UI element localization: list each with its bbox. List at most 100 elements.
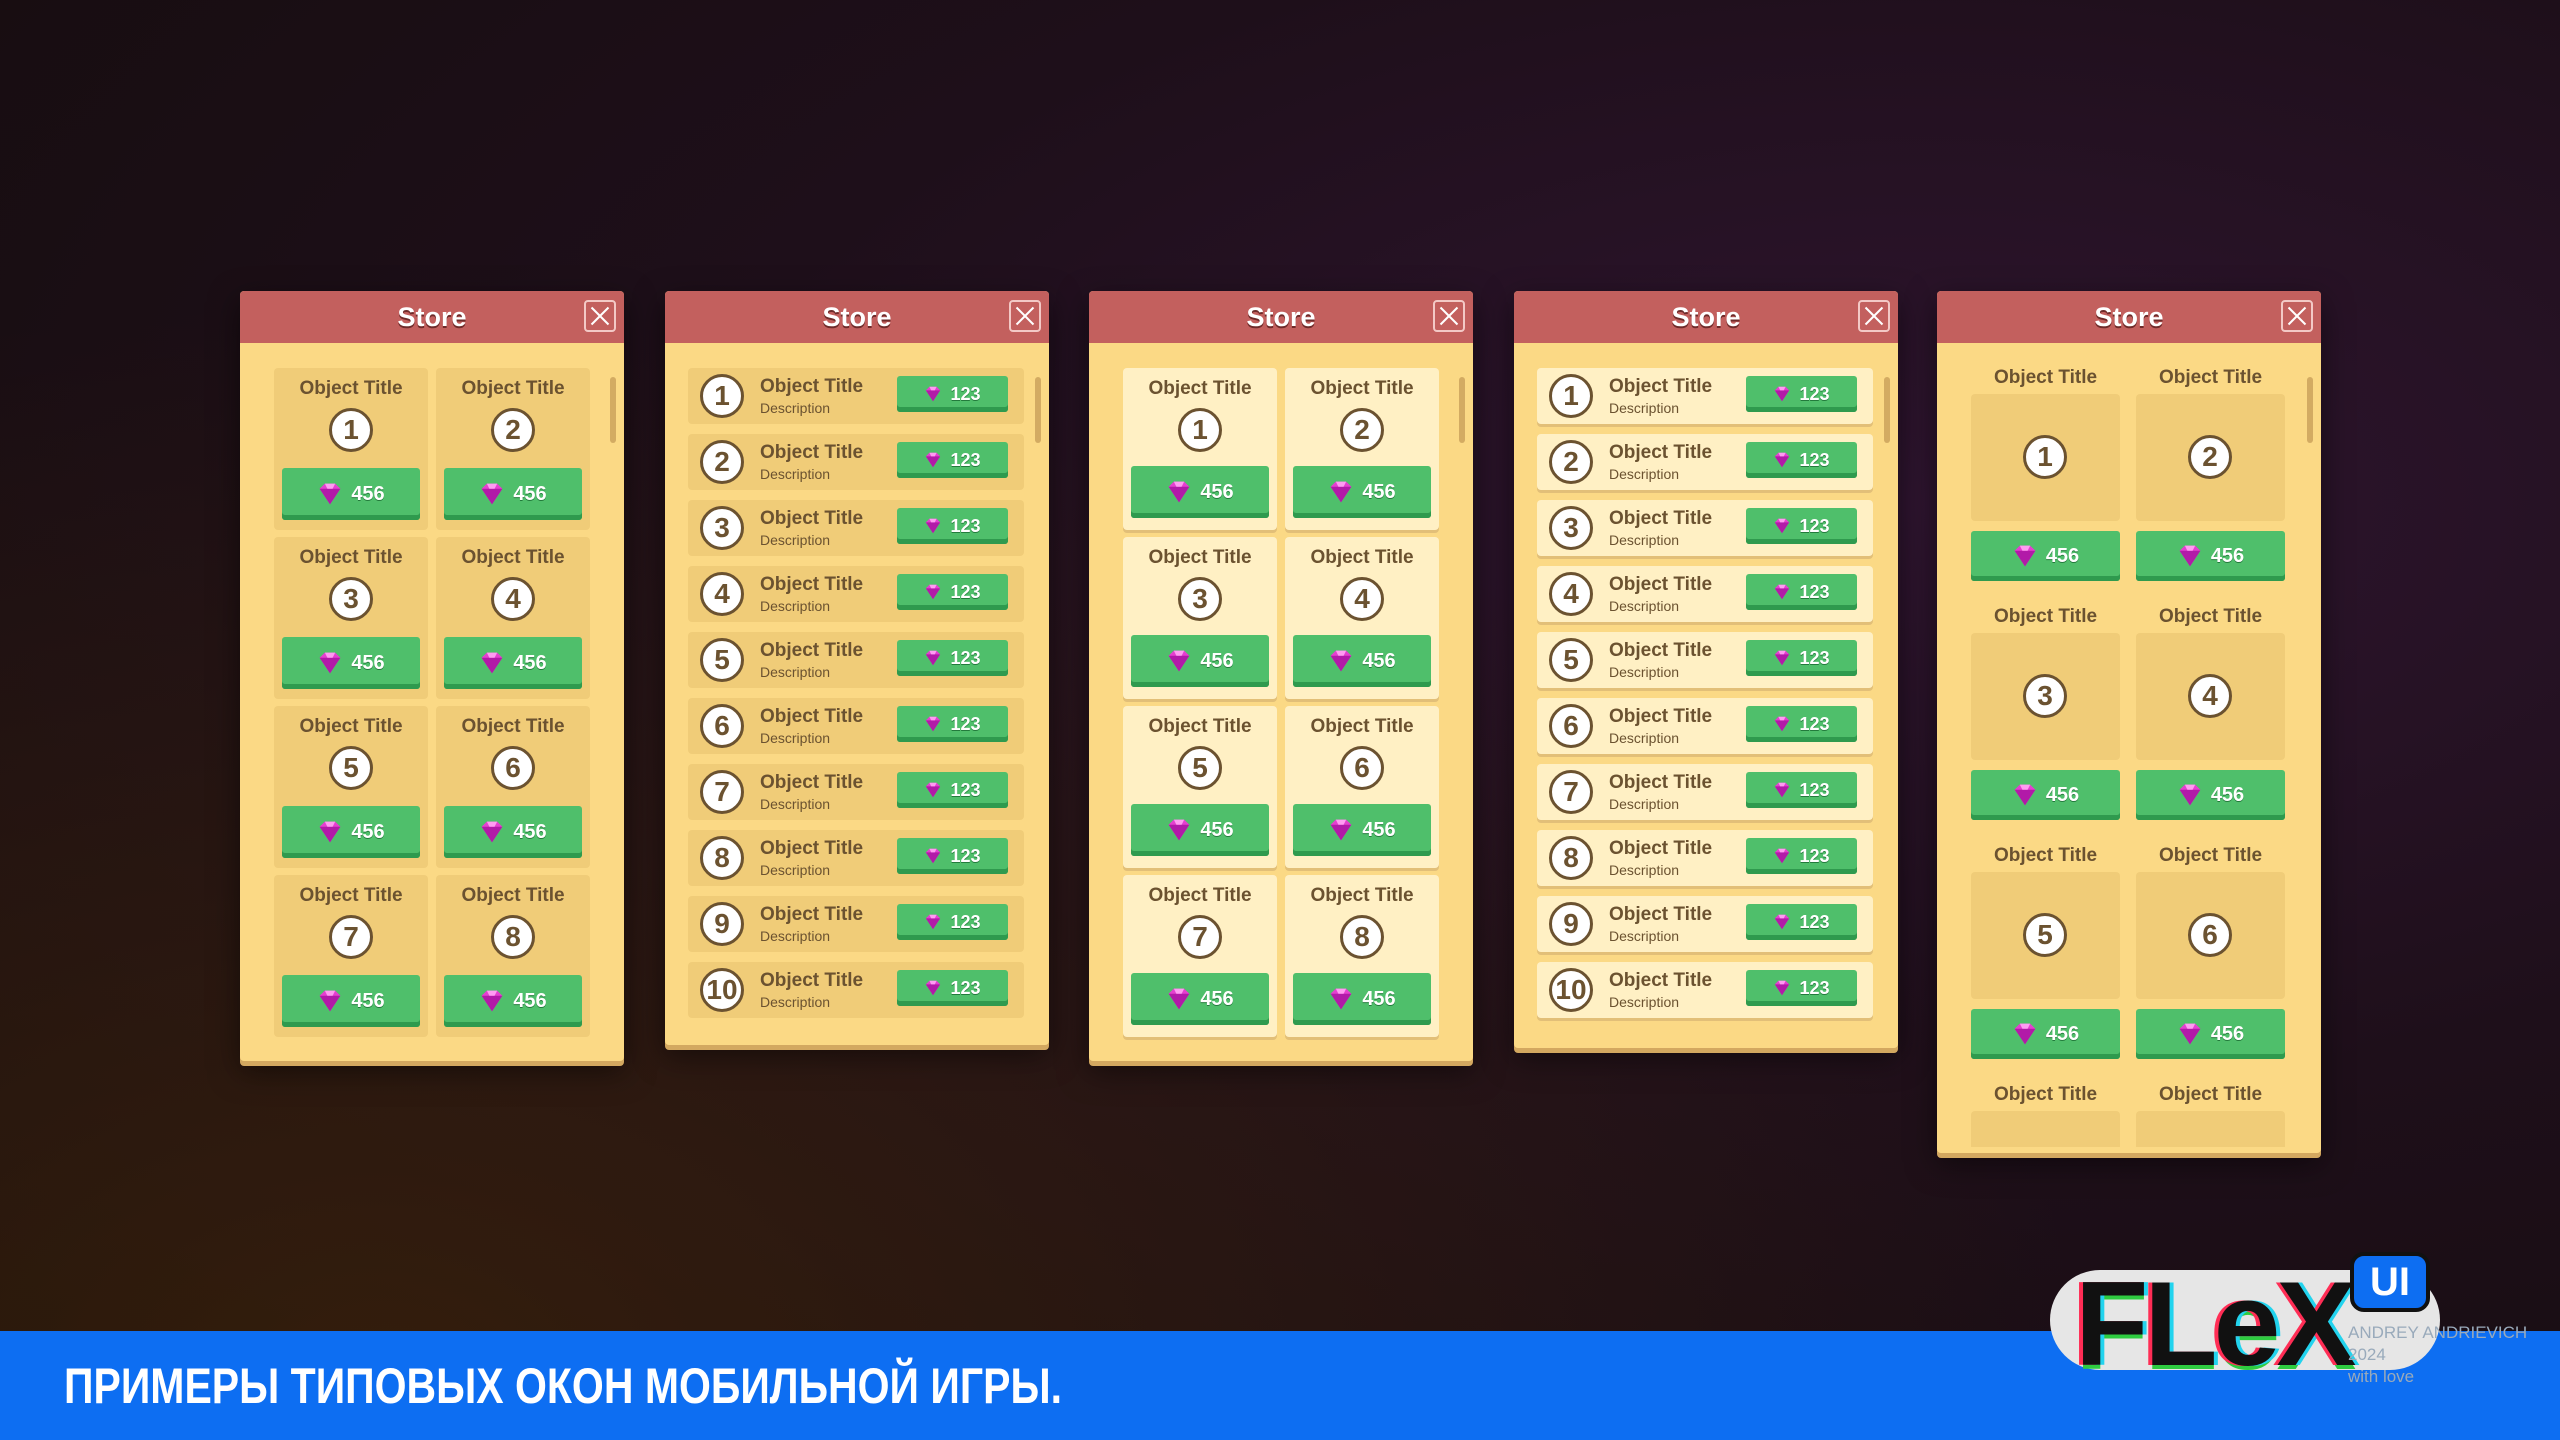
buy-button[interactable]: 456 bbox=[1293, 466, 1431, 518]
item-number: 5 bbox=[2023, 913, 2067, 957]
buy-button[interactable]: 456 bbox=[2136, 1009, 2285, 1059]
price: 456 bbox=[1200, 649, 1234, 672]
close-button[interactable] bbox=[584, 300, 616, 332]
item-number: 4 bbox=[1340, 577, 1384, 621]
buy-button[interactable]: 123 bbox=[897, 442, 1008, 478]
gem-icon bbox=[1775, 584, 1790, 600]
buy-button[interactable]: 456 bbox=[2136, 531, 2285, 581]
buy-button[interactable]: 456 bbox=[1293, 804, 1431, 856]
gem-icon bbox=[926, 782, 941, 798]
list-row: 8 Object Title Description 123 bbox=[688, 830, 1024, 886]
year: 2024 bbox=[2348, 1345, 2386, 1364]
item-title: Object Title bbox=[1993, 606, 2098, 627]
scrollbar bbox=[610, 377, 616, 443]
buy-button[interactable]: 456 bbox=[444, 975, 582, 1027]
buy-button[interactable]: 456 bbox=[1131, 804, 1269, 856]
buy-button[interactable]: 123 bbox=[897, 838, 1008, 874]
scrollbar bbox=[2307, 377, 2313, 443]
item-title: Object Title bbox=[1609, 970, 1713, 991]
buy-button[interactable]: 456 bbox=[1131, 466, 1269, 518]
scrollbar bbox=[1884, 377, 1890, 443]
item-title: Object Title bbox=[760, 706, 864, 727]
buy-button[interactable]: 456 bbox=[282, 637, 420, 689]
buy-button[interactable]: 123 bbox=[897, 574, 1008, 610]
store-panel: Store 1 Object Title Description 123 2 Object … bbox=[665, 291, 1049, 1045]
price: 456 bbox=[2045, 544, 2080, 567]
buy-button[interactable]: 123 bbox=[1746, 574, 1857, 610]
buy-button[interactable]: 456 bbox=[444, 806, 582, 858]
buy-button[interactable]: 456 bbox=[282, 975, 420, 1027]
buy-button[interactable]: 123 bbox=[897, 706, 1008, 742]
item-title: Object Title bbox=[760, 772, 864, 793]
list-row: 5 Object Title Description 123 bbox=[1537, 632, 1873, 688]
item-description: Description bbox=[1609, 664, 1680, 680]
buy-button[interactable]: 456 bbox=[282, 468, 420, 520]
buy-button[interactable]: 456 bbox=[2136, 770, 2285, 820]
item-number: 8 bbox=[1340, 915, 1384, 959]
price: 123 bbox=[1799, 845, 1830, 866]
price: 123 bbox=[950, 779, 981, 800]
list-row: 9 Object Title Description 123 bbox=[1537, 896, 1873, 952]
buy-button[interactable]: 456 bbox=[1971, 770, 2120, 820]
item-description: Description bbox=[760, 928, 831, 944]
buy-button[interactable]: 456 bbox=[444, 637, 582, 689]
price: 456 bbox=[351, 651, 385, 674]
item-title: Object Title bbox=[299, 716, 403, 737]
buy-button[interactable]: 123 bbox=[1746, 772, 1857, 808]
buy-button[interactable]: 456 bbox=[1131, 635, 1269, 687]
close-button[interactable] bbox=[2281, 300, 2313, 332]
buy-button[interactable]: 456 bbox=[1131, 973, 1269, 1025]
buy-button[interactable]: 123 bbox=[1746, 508, 1857, 544]
item-title: Object Title bbox=[1310, 716, 1414, 737]
buy-button[interactable]: 123 bbox=[897, 376, 1008, 412]
item-description: Description bbox=[1609, 862, 1680, 878]
item-card: Object Title 7 456 bbox=[274, 875, 428, 1037]
buy-button[interactable]: 123 bbox=[1746, 376, 1857, 412]
item-title: Object Title bbox=[1609, 574, 1713, 595]
buy-button[interactable]: 456 bbox=[1293, 973, 1431, 1025]
buy-button[interactable]: 123 bbox=[897, 904, 1008, 940]
buy-button[interactable]: 456 bbox=[444, 468, 582, 520]
buy-button[interactable]: 456 bbox=[1971, 531, 2120, 581]
item-number: 4 bbox=[700, 572, 744, 616]
buy-button[interactable]: 123 bbox=[1746, 640, 1857, 676]
item-title: Object Title bbox=[2158, 845, 2263, 866]
gem-icon bbox=[1168, 819, 1190, 841]
caption: ПРИМЕРЫ ТИПОВЫХ ОКОН МОБИЛЬНОЙ ИГРЫ. bbox=[64, 1358, 1063, 1414]
buy-button[interactable]: 123 bbox=[897, 772, 1008, 808]
panel-header: Store bbox=[1089, 291, 1473, 343]
item-title: Object Title bbox=[760, 904, 864, 925]
buy-button[interactable]: 123 bbox=[1746, 706, 1857, 742]
buy-button[interactable]: 123 bbox=[1746, 838, 1857, 874]
item-description: Description bbox=[1609, 598, 1680, 614]
list-row: 10 Object Title Description 123 bbox=[688, 962, 1024, 1018]
gem-icon bbox=[319, 483, 341, 505]
gem-icon bbox=[926, 650, 941, 666]
buy-button[interactable]: 123 bbox=[897, 970, 1008, 1006]
buy-button[interactable]: 123 bbox=[897, 640, 1008, 676]
list-row: 2 Object Title Description 123 bbox=[688, 434, 1024, 490]
item-title: Object Title bbox=[1609, 376, 1713, 397]
buy-button[interactable]: 456 bbox=[1971, 1009, 2120, 1059]
item-card: Object Title 6 456 bbox=[436, 706, 590, 868]
buy-button[interactable]: 123 bbox=[1746, 442, 1857, 478]
list-row: 7 Object Title Description 123 bbox=[1537, 764, 1873, 820]
gem-icon bbox=[926, 848, 941, 864]
item-number: 5 bbox=[1178, 746, 1222, 790]
buy-button[interactable]: 456 bbox=[282, 806, 420, 858]
item-number: 4 bbox=[491, 577, 535, 621]
gem-icon bbox=[1775, 452, 1790, 468]
item-title: Object Title bbox=[1609, 904, 1713, 925]
buy-button[interactable]: 456 bbox=[1293, 635, 1431, 687]
logo-credits: ANDREY ANDRIEVICH 2024 with love bbox=[2348, 1322, 2548, 1388]
item-tile: 5 bbox=[1971, 872, 2120, 999]
gem-icon bbox=[1775, 782, 1790, 798]
buy-button[interactable]: 123 bbox=[897, 508, 1008, 544]
buy-button[interactable]: 123 bbox=[1746, 904, 1857, 940]
close-button[interactable] bbox=[1009, 300, 1041, 332]
close-button[interactable] bbox=[1858, 300, 1890, 332]
buy-button[interactable]: 123 bbox=[1746, 970, 1857, 1006]
close-button[interactable] bbox=[1433, 300, 1465, 332]
logo-brand: FLeX bbox=[2075, 1257, 2356, 1391]
